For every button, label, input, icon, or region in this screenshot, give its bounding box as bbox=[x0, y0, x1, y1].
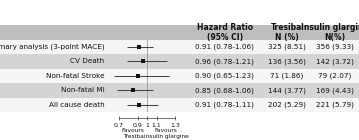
Text: 0.91 (0.78-1.11): 0.91 (0.78-1.11) bbox=[195, 102, 254, 108]
Text: 325 (8.51): 325 (8.51) bbox=[268, 44, 306, 50]
Text: Insulin glargine
N(%): Insulin glargine N(%) bbox=[301, 23, 359, 42]
Text: 0.7: 0.7 bbox=[114, 123, 124, 128]
Bar bbox=[187, 40, 359, 54]
Bar bbox=[108, 83, 187, 98]
Text: 142 (3.72): 142 (3.72) bbox=[316, 58, 354, 65]
Text: 79 (2.07): 79 (2.07) bbox=[318, 73, 351, 79]
Text: 136 (3.56): 136 (3.56) bbox=[268, 58, 306, 65]
Text: Favours
insulin glargine: Favours insulin glargine bbox=[144, 128, 188, 139]
Text: 144 (3.77): 144 (3.77) bbox=[268, 87, 306, 94]
Text: 0.85 (0.68-1.06): 0.85 (0.68-1.06) bbox=[195, 87, 254, 94]
Text: 1.1: 1.1 bbox=[152, 123, 162, 128]
Bar bbox=[187, 25, 359, 40]
Text: 169 (4.43): 169 (4.43) bbox=[316, 87, 354, 94]
Text: 0.90 (0.65-1.23): 0.90 (0.65-1.23) bbox=[195, 73, 254, 79]
Text: Hazard Ratio
(95% CI): Hazard Ratio (95% CI) bbox=[196, 23, 253, 42]
Text: 71 (1.86): 71 (1.86) bbox=[270, 73, 303, 79]
Bar bbox=[0, 54, 108, 69]
Bar bbox=[0, 83, 108, 98]
Text: 1.3: 1.3 bbox=[171, 123, 180, 128]
Text: Favours
Tresiba: Favours Tresiba bbox=[122, 128, 145, 139]
Bar bbox=[0, 25, 108, 40]
Bar bbox=[187, 54, 359, 69]
Bar bbox=[108, 98, 187, 112]
Text: 1: 1 bbox=[145, 123, 149, 128]
Bar bbox=[187, 69, 359, 83]
Text: 202 (5.29): 202 (5.29) bbox=[268, 102, 306, 108]
Text: 221 (5.79): 221 (5.79) bbox=[316, 102, 354, 108]
Text: CV Death: CV Death bbox=[70, 58, 104, 64]
Bar bbox=[187, 98, 359, 112]
Bar bbox=[187, 83, 359, 98]
Text: 0.91 (0.78-1.06): 0.91 (0.78-1.06) bbox=[195, 44, 254, 50]
Bar bbox=[0, 69, 108, 83]
Text: 356 (9.33): 356 (9.33) bbox=[316, 44, 354, 50]
Bar bbox=[108, 54, 187, 69]
Text: 0.9: 0.9 bbox=[133, 123, 143, 128]
Bar bbox=[108, 25, 187, 40]
Text: Primary analysis (3-point MACE): Primary analysis (3-point MACE) bbox=[0, 44, 104, 50]
Text: 0.96 (0.78-1.21): 0.96 (0.78-1.21) bbox=[195, 58, 254, 65]
Text: Non-fatal MI: Non-fatal MI bbox=[61, 87, 104, 93]
Bar bbox=[108, 69, 187, 83]
Text: Non-fatal Stroke: Non-fatal Stroke bbox=[46, 73, 104, 79]
Bar bbox=[108, 40, 187, 54]
Text: Tresiba
N (%): Tresiba N (%) bbox=[271, 23, 302, 42]
Bar bbox=[0, 40, 108, 54]
Bar bbox=[0, 98, 108, 112]
Text: All cause death: All cause death bbox=[49, 102, 104, 108]
